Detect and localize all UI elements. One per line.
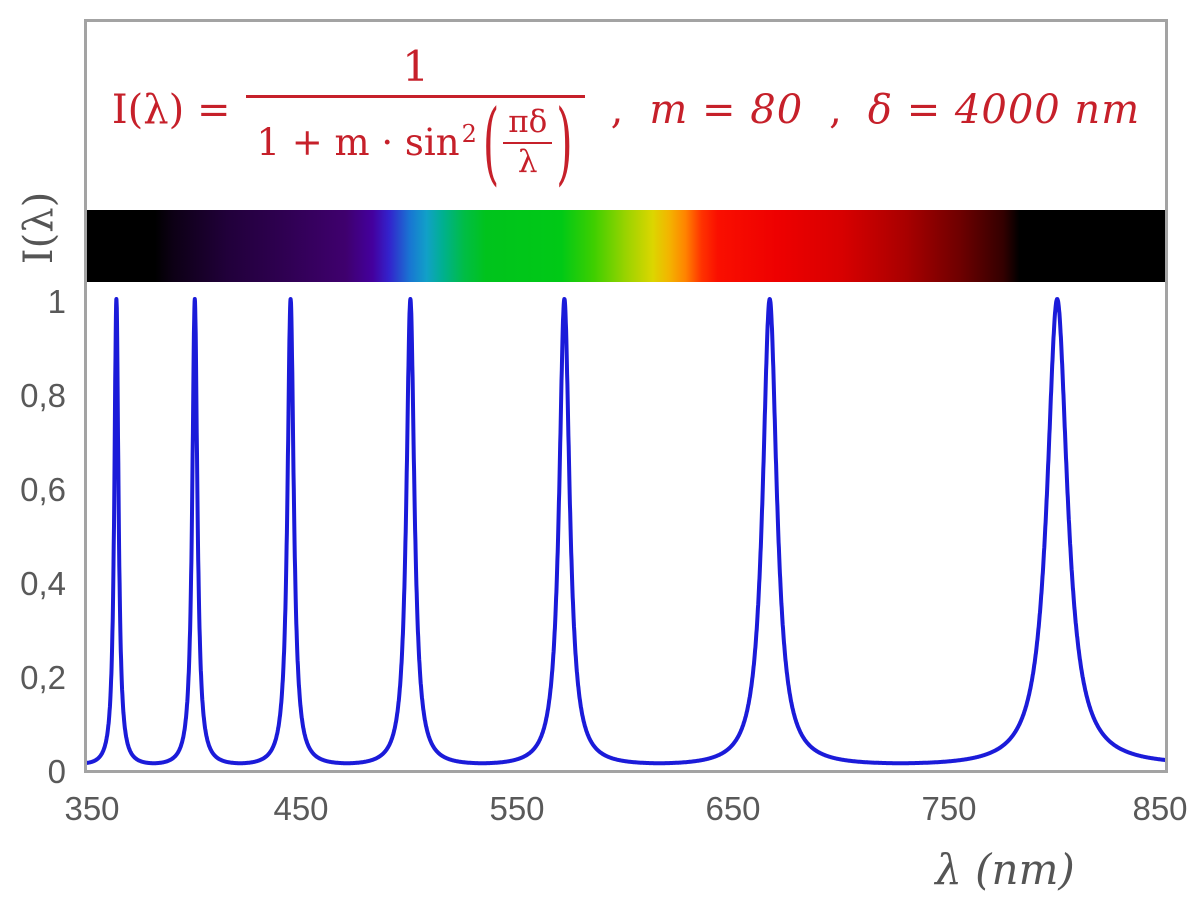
y-tick-0_4: 0,4 — [20, 565, 66, 602]
left-paren: ( — [482, 89, 500, 195]
comma-separator-2: , — [829, 87, 842, 133]
y-tick-1: 1 — [47, 283, 66, 320]
fraction-denominator: 1 + m · sin 2 ( πδ λ ) — [246, 89, 585, 195]
intensity-curve — [87, 297, 1165, 766]
denominator-prefix: 1 + m · sin — [256, 120, 460, 164]
inner-fraction: πδ λ — [503, 106, 553, 180]
chart-frame: I(λ) = 1 1 + m · sin 2 ( πδ λ ) , m = 80 … — [84, 19, 1168, 773]
x-axis-label: λ (nm) — [935, 845, 1075, 894]
visible-spectrum-bar — [87, 210, 1165, 282]
x-tick-650: 650 — [705, 790, 761, 827]
param-m: m = 80 — [649, 87, 804, 133]
fraction-numerator: 1 — [402, 41, 429, 91]
x-tick-350: 350 — [64, 790, 120, 827]
comma-separator-1: , — [610, 87, 624, 133]
y-tick-0_6: 0,6 — [20, 471, 66, 508]
y-tick-0_8: 0,8 — [20, 377, 66, 414]
inner-numerator: πδ — [503, 106, 553, 144]
param-delta: δ = 4000 nm — [867, 87, 1141, 133]
superscript-2: 2 — [461, 120, 477, 148]
y-tick-0: 0 — [47, 753, 66, 790]
inner-denominator: λ — [517, 143, 538, 180]
y-tick-0_2: 0,2 — [20, 659, 66, 696]
formula: I(λ) = 1 1 + m · sin 2 ( πδ λ ) , m = 80 … — [87, 30, 1165, 195]
x-tick-450: 450 — [273, 790, 329, 827]
right-paren: ) — [556, 89, 573, 195]
x-tick-750: 750 — [921, 790, 977, 827]
formula-lhs: I(λ) = — [111, 87, 231, 133]
x-tick-550: 550 — [489, 790, 545, 827]
fraction: 1 1 + m · sin 2 ( πδ λ ) — [246, 41, 585, 195]
x-tick-850: 850 — [1132, 790, 1188, 827]
